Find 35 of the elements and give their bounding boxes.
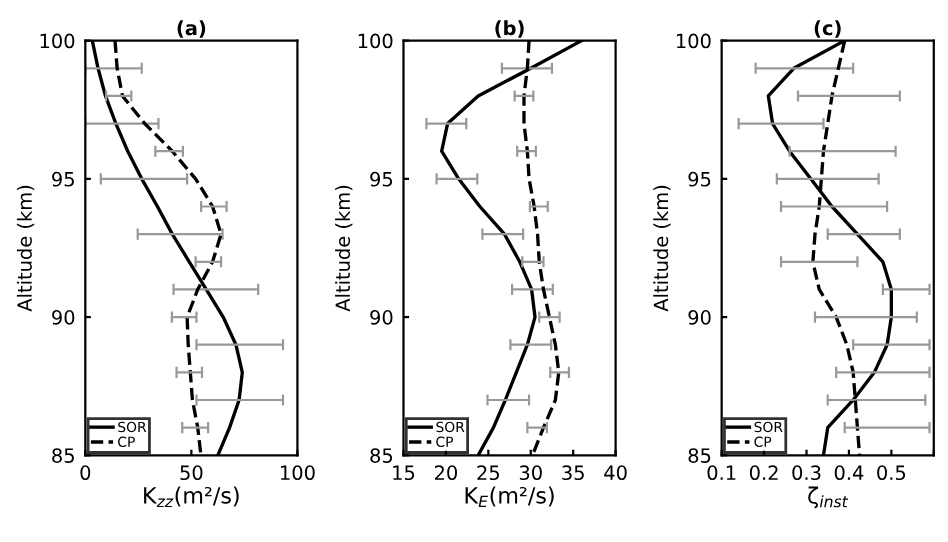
y-tick-label: 90 [370, 310, 393, 325]
y-axis-title: Altitude (km) [16, 185, 35, 312]
y-tick-label: 85 [688, 448, 711, 463]
y-tick-label: 95 [688, 171, 711, 187]
y-tick-label: 90 [688, 310, 711, 325]
x-tick-label: 50 [180, 465, 203, 481]
y-tick-label: 100 [358, 33, 393, 49]
x-tick-label: 0.2 [749, 465, 778, 481]
x-tick-label: 0 [80, 465, 91, 481]
x-axis-title: ζ$_{inst}$ [808, 486, 849, 509]
chart-title: (a) [177, 20, 206, 38]
x-tick-label: 40 [604, 465, 627, 481]
x-tick-label: 0.1 [707, 465, 736, 481]
x-tick-label: 100 [281, 465, 315, 481]
chart-title: (c) [814, 20, 841, 38]
y-axis-title: Altitude (km) [653, 185, 671, 312]
x-tick-label: 0.5 [877, 465, 906, 481]
x-tick-label: 25 [477, 465, 500, 481]
y-tick-label: 100 [40, 33, 75, 49]
y-tick-label: 85 [370, 448, 393, 463]
x-tick-label: 15 [393, 465, 415, 481]
x-axis-title: K$_{zz}$(m²/s) [144, 486, 239, 508]
x-tick-label: 0.3 [792, 465, 821, 481]
y-tick-label: 85 [52, 448, 74, 463]
x-tick-label: 20 [434, 465, 457, 481]
y-tick-label: 90 [52, 310, 75, 325]
x-tick-label: 0.4 [834, 465, 864, 481]
y-axis-title: Altitude (km) [335, 185, 353, 312]
x-tick-label: 30 [519, 465, 542, 481]
chart-title: (b) [495, 20, 524, 38]
y-tick-label: 95 [370, 171, 393, 187]
x-tick-label: 35 [562, 465, 584, 481]
x-axis-title: K$_{E}$(m²/s) [465, 486, 554, 508]
y-tick-label: 95 [52, 171, 74, 187]
y-tick-label: 100 [676, 33, 711, 49]
